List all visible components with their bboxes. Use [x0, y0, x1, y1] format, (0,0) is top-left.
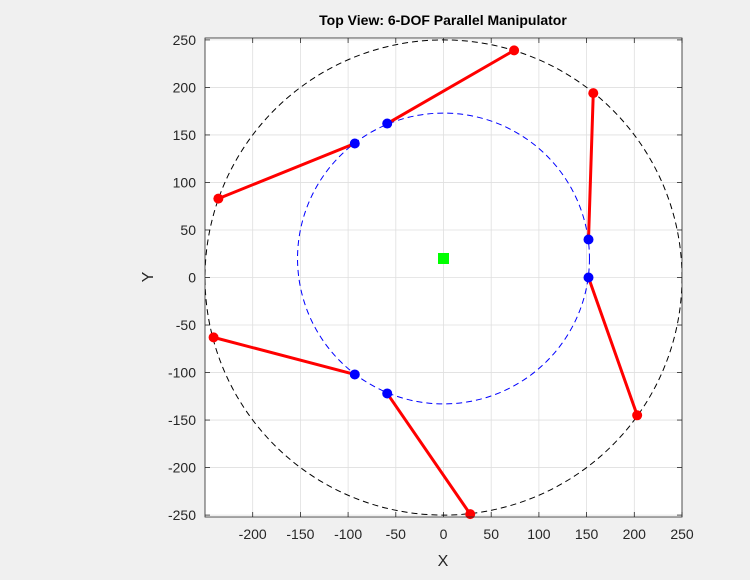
y-tick-label: -50: [176, 317, 196, 333]
x-tick-labels: -200 -150 -100 -50 0 50 100 150 200 250: [239, 526, 694, 542]
x-tick-label: 100: [527, 526, 551, 542]
platform-joint-point: [583, 234, 594, 245]
legs: [212, 48, 639, 516]
y-tick-label: 250: [173, 32, 197, 48]
y-tick-label: 0: [188, 270, 196, 286]
y-tick-label: 100: [173, 174, 197, 190]
x-axis-label: X: [438, 553, 449, 570]
leg-line: [385, 391, 472, 516]
x-tick-label: 0: [440, 526, 448, 542]
y-tick-label: 200: [173, 79, 197, 95]
platform-joint-point: [349, 138, 360, 149]
x-tick-label: -50: [386, 526, 406, 542]
x-tick-label: -100: [334, 526, 362, 542]
x-tick-label: 200: [623, 526, 647, 542]
x-tick-label: 150: [575, 526, 599, 542]
base-joint-point: [588, 88, 599, 99]
y-tick-label: 150: [173, 127, 197, 143]
markers: [208, 45, 643, 520]
platform-joint-point: [583, 272, 594, 283]
platform-center-marker: [438, 252, 449, 264]
base-joint-point: [509, 45, 520, 56]
y-tick-label: -250: [168, 507, 196, 523]
circles: [205, 39, 682, 516]
y-tick-label: 50: [180, 222, 196, 238]
base-circle: [205, 39, 682, 516]
leg-line: [385, 48, 516, 126]
x-tick-label: 250: [670, 526, 694, 542]
platform-circle: [297, 112, 590, 405]
chart-title: Top View: 6-DOF Parallel Manipulator: [319, 12, 567, 28]
x-tick-label: -150: [286, 526, 314, 542]
y-tick-label: -150: [168, 412, 196, 428]
base-joint-point: [208, 332, 219, 343]
y-tick-label: -100: [168, 365, 196, 381]
platform-joint-point: [382, 388, 393, 399]
base-joint-point: [632, 410, 643, 421]
leg-line: [216, 141, 357, 201]
platform-joint-point: [382, 118, 393, 129]
leg-line: [587, 91, 595, 241]
y-tick-label: -200: [168, 460, 196, 476]
platform-joint-point: [349, 369, 360, 380]
y-tick-labels: 250 200 150 100 50 0 -50 -100 -150 -200 -250: [168, 32, 196, 523]
x-tick-label: 50: [483, 526, 499, 542]
base-joint-point: [213, 193, 224, 204]
y-axis-label: Y: [140, 271, 157, 282]
x-tick-label: -200: [239, 526, 267, 542]
leg-line: [212, 335, 357, 376]
leg-line: [587, 276, 639, 417]
base-joint-point: [465, 509, 476, 520]
axes-box: [204, 37, 683, 518]
